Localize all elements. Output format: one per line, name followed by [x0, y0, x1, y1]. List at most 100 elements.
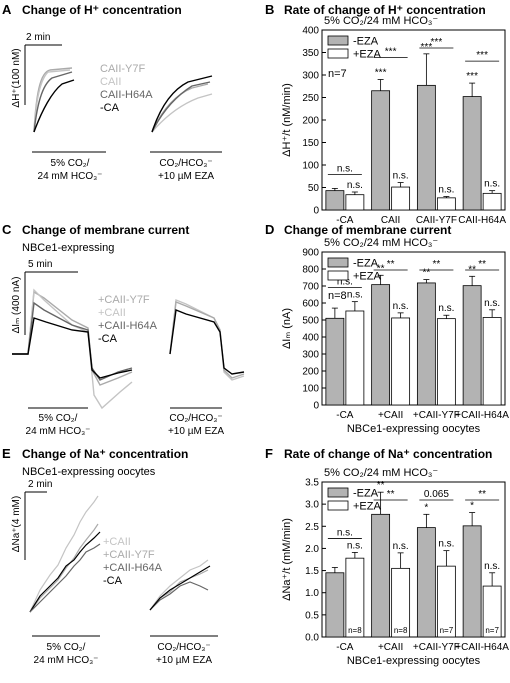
legend-swatch: [327, 270, 349, 281]
significance-label: n.s.: [484, 561, 500, 572]
condition-label-3: CO₂/HCO₃⁻: [157, 642, 210, 653]
scale-time-label: 2 min: [28, 479, 52, 490]
trace-caii-eza: [151, 93, 213, 133]
bar-minus-eza: [462, 96, 482, 211]
y-tick-label: 900: [302, 248, 319, 259]
x-tick-label: +CAII-Y7F: [413, 642, 460, 653]
x-tick-label: CAII-H64A: [458, 215, 506, 226]
y-tick-label: 50: [308, 183, 320, 194]
n-label: n=8: [328, 290, 347, 302]
y-tick-label: 600: [302, 299, 319, 310]
trace-caii-h64a-eza: [151, 81, 211, 133]
y-tick-label: 200: [302, 116, 319, 127]
y-tick-label: 400: [302, 26, 319, 37]
legend-entry: -CA: [100, 102, 120, 114]
legend-swatch: [327, 257, 349, 268]
bar-minus-eza: [416, 527, 436, 638]
panel-letter: C: [2, 222, 12, 237]
bar-plus-eza: [436, 318, 456, 406]
y-tick-label: 0.0: [305, 633, 319, 644]
legend-entry: +CAII-Y7F: [98, 294, 150, 306]
bar-minus-eza: [325, 190, 345, 211]
panel-a: A Change of H⁺ concentration 2 min ΔH⁺(1…: [2, 2, 222, 182]
panel-letter: B: [265, 2, 274, 17]
y-tick-label: 2.0: [305, 544, 319, 555]
significance-label: ***: [375, 68, 387, 79]
bracket-label: ***: [476, 50, 488, 61]
legend-entry: CAII-H64A: [100, 89, 153, 101]
legend-entry: -CA: [98, 333, 118, 345]
panel-letter: E: [2, 446, 11, 461]
significance-label: n.s.: [393, 301, 409, 312]
n-label: n=8: [394, 626, 408, 635]
x-tick-label: CAII: [381, 215, 400, 226]
bracket-label: **: [387, 489, 395, 500]
significance-label: **: [377, 263, 385, 274]
condition-label-2: 24 mM HCO₃⁻: [38, 171, 103, 182]
significance-label: **: [377, 480, 385, 491]
y-axis-label: ΔH⁺/t (nM/min): [281, 83, 293, 157]
legend-swatch: [327, 487, 349, 498]
scale-y-label: ΔNa⁺(4 mM): [11, 496, 22, 552]
x-tick-label: -CA: [336, 410, 354, 421]
bracket-label: n.s.: [337, 277, 353, 288]
significance-label: n.s.: [347, 290, 363, 301]
condition-label-2: 24 mM HCO₃⁻: [34, 655, 99, 666]
n-label: n=7: [328, 68, 347, 80]
y-tick-label: 100: [302, 161, 319, 172]
y-tick-label: 3.5: [305, 478, 319, 489]
legend-entry: +CAII-H64A: [103, 562, 163, 574]
plot-frame: [321, 481, 506, 638]
significance-label: n.s.: [347, 180, 363, 191]
significance-label: *: [424, 502, 428, 513]
significance-label: **: [422, 268, 430, 279]
x-tick-label: -CA: [336, 642, 354, 653]
chart-subtitle: 5% CO₂/24 mM HCO₃⁻: [324, 467, 438, 479]
bracket-label: n.s.: [337, 527, 353, 538]
y-tick-label: 2.5: [305, 522, 319, 533]
y-tick-label: 0: [313, 206, 319, 217]
trace-group-right: [149, 559, 211, 611]
panel-subtitle: NBCe1-expressing: [22, 242, 114, 254]
condition-label-3: CO₂/HCO₃⁻: [159, 158, 212, 169]
bar-plus-eza: [482, 192, 502, 211]
bar-minus-eza: [371, 284, 391, 406]
panel-letter: D: [265, 222, 274, 237]
chart-title: Rate of change of Na⁺ concentration: [284, 447, 492, 461]
condition-label-3: CO₂/HCO₃⁻: [169, 413, 222, 424]
bracket-label: 0.065: [424, 489, 449, 500]
legend-entry: CAII: [100, 76, 121, 88]
x-axis-label: NBCe1-expressing oocytes: [347, 655, 481, 667]
bracket-label: ***: [431, 37, 443, 48]
legend-entry: +CAII: [103, 536, 131, 548]
bracket-label: **: [478, 489, 486, 500]
significance-label: n.s.: [347, 540, 363, 551]
x-tick-label: +CAII: [378, 410, 403, 421]
bar-plus-eza: [482, 317, 502, 406]
y-tick-label: 700: [302, 282, 319, 293]
panel-c: C Change of membrane current NBCe1-expre…: [2, 222, 245, 437]
y-tick-label: 300: [302, 71, 319, 82]
y-tick-label: 300: [302, 350, 319, 361]
scale-time-label: 2 min: [26, 32, 50, 43]
trace-group-right: [169, 299, 245, 381]
y-tick-label: 0: [313, 401, 319, 412]
bracket-label: **: [478, 259, 486, 270]
y-tick-label: 100: [302, 384, 319, 395]
y-tick-label: 1.0: [305, 588, 319, 599]
panel-e: E Change of Na⁺ concentration NBCe1-expr…: [2, 446, 218, 666]
bar-plus-eza: [391, 317, 411, 406]
scale-y-label: ΔH⁺(100 nM): [11, 48, 22, 107]
bar-minus-eza: [416, 84, 436, 211]
significance-label: n.s.: [393, 171, 409, 182]
significance-label: n.s.: [484, 298, 500, 309]
trace-no-ca-eza: [169, 309, 245, 375]
panel-subtitle: NBCe1-expressing oocytes: [22, 466, 156, 478]
legend-label: -EZA: [353, 258, 379, 270]
trace-no-ca: [29, 543, 101, 613]
chart-subtitle: 5% CO₂/24 mM HCO₃⁻: [324, 237, 438, 249]
y-tick-label: 250: [302, 93, 319, 104]
legend-entry: +CAII-H64A: [98, 320, 158, 332]
